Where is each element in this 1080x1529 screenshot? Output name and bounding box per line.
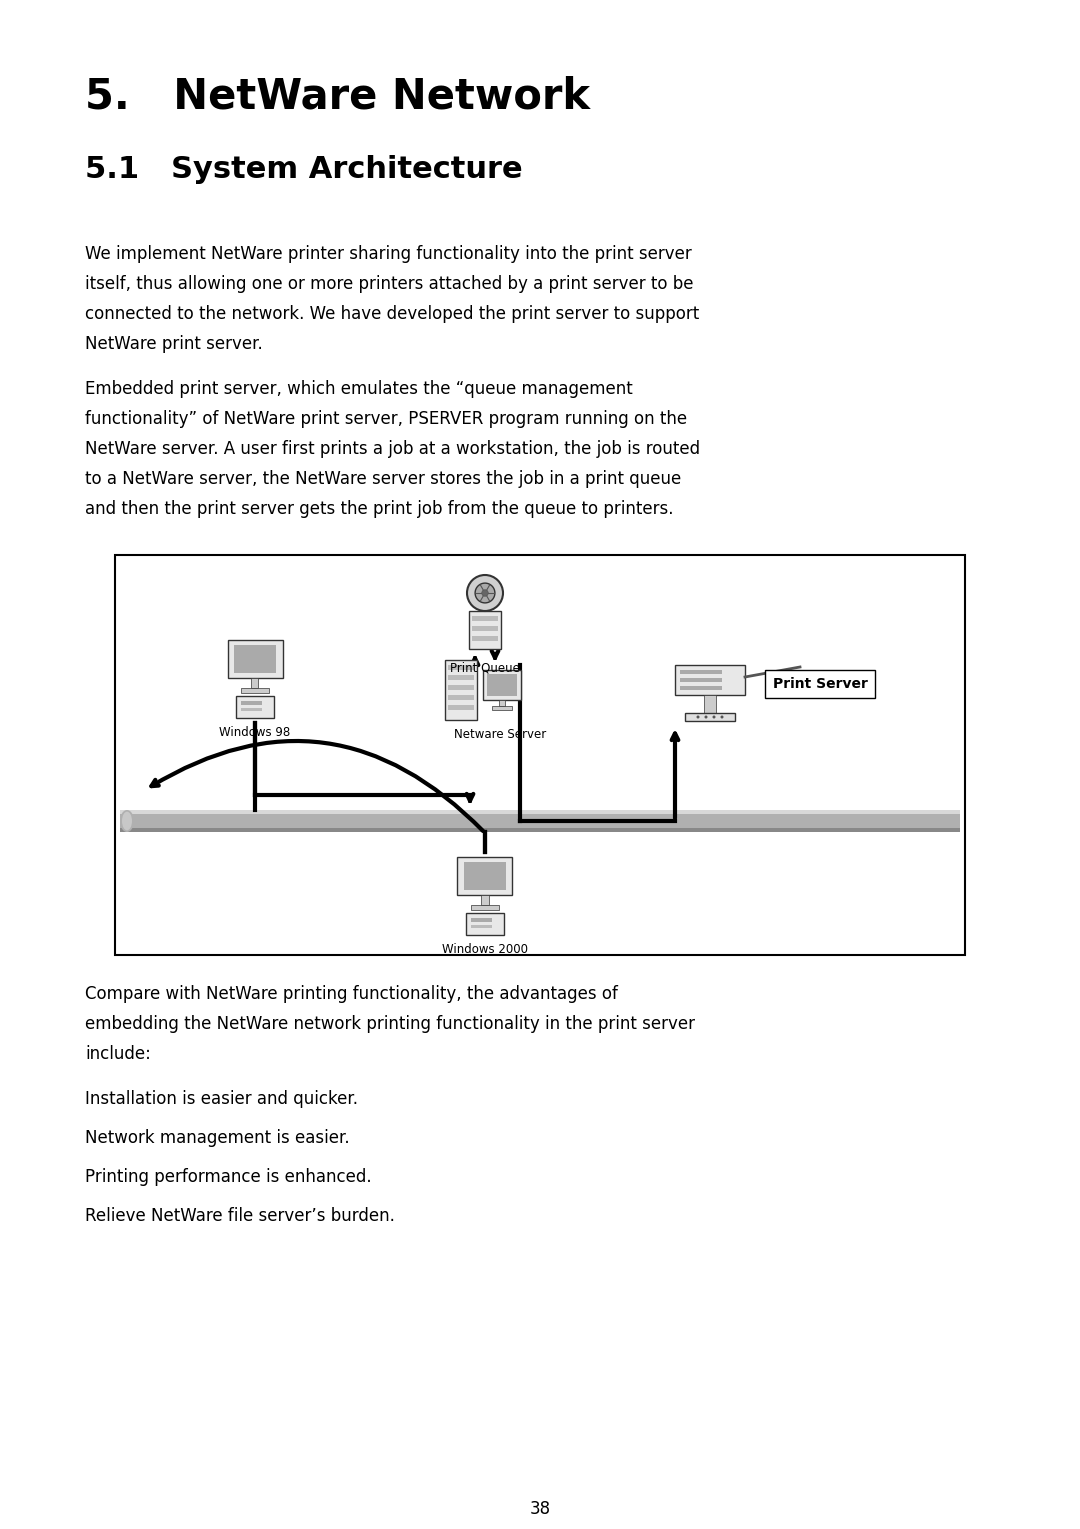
Bar xyxy=(120,829,960,832)
Text: embedding the NetWare network printing functionality in the print server: embedding the NetWare network printing f… xyxy=(85,1015,696,1034)
Circle shape xyxy=(697,716,700,719)
Bar xyxy=(704,696,716,713)
Text: Windows 98: Windows 98 xyxy=(219,726,291,739)
Bar xyxy=(252,677,258,688)
Text: Print Server: Print Server xyxy=(772,677,867,691)
Bar xyxy=(241,688,269,693)
Circle shape xyxy=(704,716,707,719)
Text: 38: 38 xyxy=(529,1500,551,1518)
Text: Embedded print server, which emulates the “queue management: Embedded print server, which emulates th… xyxy=(85,381,633,398)
Bar xyxy=(228,641,283,677)
Bar xyxy=(765,670,875,699)
Bar xyxy=(448,696,474,700)
Circle shape xyxy=(713,716,715,719)
Bar xyxy=(487,674,517,696)
Text: 5.1   System Architecture: 5.1 System Architecture xyxy=(85,154,523,183)
Ellipse shape xyxy=(122,812,132,830)
Bar xyxy=(471,905,499,910)
Bar xyxy=(448,685,474,690)
Text: Windows 2000: Windows 2000 xyxy=(442,943,528,956)
Text: NetWare print server.: NetWare print server. xyxy=(85,335,262,353)
Circle shape xyxy=(720,716,724,719)
Text: to a NetWare server, the NetWare server stores the job in a print queue: to a NetWare server, the NetWare server … xyxy=(85,469,681,488)
Bar xyxy=(448,674,474,680)
Bar xyxy=(680,670,723,674)
Text: Netware Server: Netware Server xyxy=(454,728,546,742)
Bar xyxy=(448,665,474,670)
Bar xyxy=(445,661,477,720)
Bar xyxy=(448,705,474,709)
Text: Network management is easier.: Network management is easier. xyxy=(85,1128,350,1147)
Text: itself, thus allowing one or more printers attached by a print server to be: itself, thus allowing one or more printe… xyxy=(85,275,693,294)
Text: and then the print server gets the print job from the queue to printers.: and then the print server gets the print… xyxy=(85,500,674,518)
Bar xyxy=(241,700,261,705)
Bar xyxy=(482,894,488,905)
Bar xyxy=(472,625,498,631)
Bar xyxy=(472,616,498,621)
Bar xyxy=(114,555,966,956)
Bar xyxy=(465,913,504,936)
Bar xyxy=(680,687,723,690)
Text: We implement NetWare printer sharing functionality into the print server: We implement NetWare printer sharing fun… xyxy=(85,245,692,263)
Circle shape xyxy=(475,583,495,602)
Bar xyxy=(120,810,960,832)
Text: Compare with NetWare printing functionality, the advantages of: Compare with NetWare printing functional… xyxy=(85,985,618,1003)
Circle shape xyxy=(482,590,488,596)
Bar xyxy=(120,810,960,813)
Bar xyxy=(492,706,512,709)
Text: Installation is easier and quicker.: Installation is easier and quicker. xyxy=(85,1090,357,1109)
Text: functionality” of NetWare print server, PSERVER program running on the: functionality” of NetWare print server, … xyxy=(85,410,687,428)
Bar xyxy=(237,696,274,719)
Bar xyxy=(458,856,513,894)
Bar xyxy=(241,708,261,711)
Bar xyxy=(483,670,521,700)
Bar xyxy=(469,612,501,648)
Bar xyxy=(233,645,276,673)
Text: connected to the network. We have developed the print server to support: connected to the network. We have develo… xyxy=(85,304,699,323)
Text: 5.   NetWare Network: 5. NetWare Network xyxy=(85,75,590,118)
Text: Relieve NetWare file server’s burden.: Relieve NetWare file server’s burden. xyxy=(85,1206,395,1225)
Bar xyxy=(472,636,498,641)
Bar xyxy=(471,925,491,928)
Text: Print Queue: Print Queue xyxy=(450,661,519,674)
Text: include:: include: xyxy=(85,1044,151,1063)
Text: Printing performance is enhanced.: Printing performance is enhanced. xyxy=(85,1168,372,1187)
Ellipse shape xyxy=(120,810,134,832)
Circle shape xyxy=(467,575,503,612)
Bar xyxy=(685,713,735,722)
Bar xyxy=(463,862,507,890)
Bar xyxy=(680,677,723,682)
Bar xyxy=(675,665,745,696)
Bar xyxy=(471,917,491,922)
Text: NetWare server. A user first prints a job at a workstation, the job is routed: NetWare server. A user first prints a jo… xyxy=(85,440,700,459)
Bar xyxy=(499,700,505,706)
